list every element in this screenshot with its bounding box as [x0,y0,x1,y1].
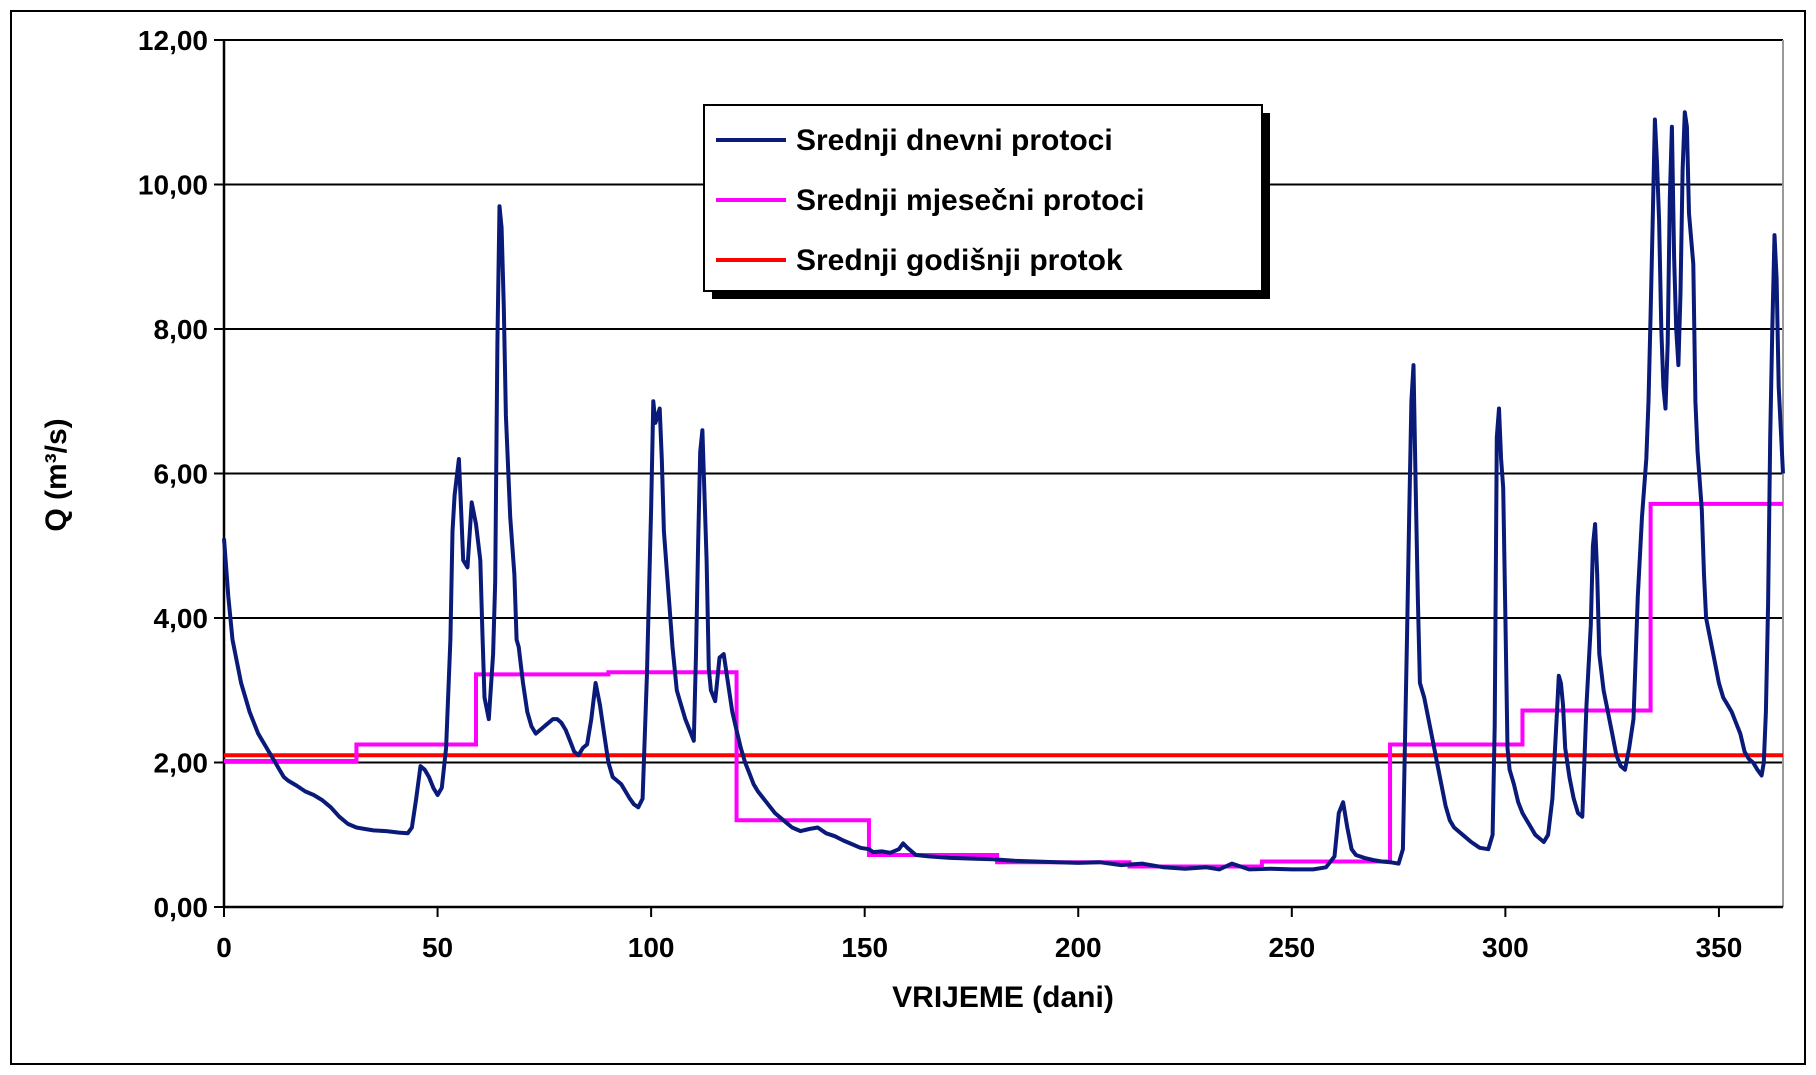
legend-box [703,104,1263,292]
legend-label-monthly: Srednji mjesečni protoci [796,184,1144,217]
x-tick-labels: 0 50 100 150 200 250 300 350 [216,932,1742,963]
y-tick-label: 10,00 [138,170,208,201]
y-tick-label: 12,00 [138,25,208,56]
y-tick-label: 6,00 [154,459,209,490]
x-tick-label: 350 [1696,932,1743,963]
x-tick-label: 100 [628,932,675,963]
legend-label-annual: Srednji godišnji protok [796,244,1123,277]
y-tick-label: 2,00 [154,748,209,779]
x-tick-label: 200 [1055,932,1102,963]
y-tick-labels: 0,00 2,00 4,00 6,00 8,00 10,00 12,00 [138,25,208,923]
x-tick-label: 300 [1482,932,1529,963]
x-axis-title: VRIJEME (dani) [892,981,1114,1014]
series [222,110,1785,872]
x-tick-label: 0 [216,932,232,963]
x-tick-label: 50 [422,932,453,963]
legend-label-daily: Srednji dnevni protoci [796,124,1113,157]
x-tick-label: 250 [1268,932,1315,963]
y-tick-label: 4,00 [154,603,209,634]
legend: Srednji dnevni protoci Srednji mjesečni … [703,104,1270,299]
y-axis-title: Q (m³/s) [40,418,73,531]
y-tick-label: 8,00 [154,314,209,345]
y-tick-label: 0,00 [154,892,209,923]
x-tick-label: 150 [841,932,888,963]
series-daily-line [222,110,1785,872]
